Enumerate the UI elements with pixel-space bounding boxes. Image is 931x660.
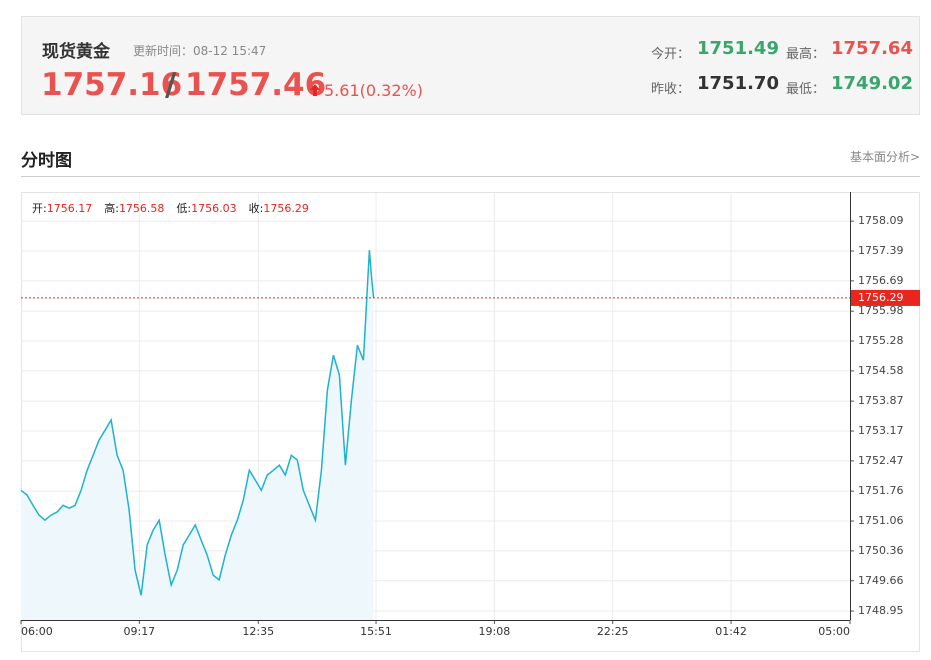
price-area xyxy=(21,250,374,620)
x-tick-label: 22:25 xyxy=(597,625,629,638)
y-tick-label: 1755.98 xyxy=(858,304,904,317)
y-tick-label: 1751.06 xyxy=(858,514,904,527)
bid-price: 1757.16 xyxy=(41,67,183,103)
stat-value: 1749.02 xyxy=(831,73,913,94)
separator: / xyxy=(165,67,177,103)
y-tick-label: 1753.17 xyxy=(858,424,904,437)
section-title: 分时图 xyxy=(21,151,72,171)
x-tick-label: 06:00 xyxy=(21,625,53,638)
y-tick-label: 1754.58 xyxy=(858,364,904,377)
stat-label: 最低： xyxy=(786,82,826,97)
x-tick-label: 19:08 xyxy=(479,625,511,638)
section-header: 分时图 基本面分析> xyxy=(21,144,920,177)
y-tick-label: 1749.66 xyxy=(858,574,904,587)
chart-frame xyxy=(21,192,920,652)
x-tick-label: 12:35 xyxy=(242,625,274,638)
up-arrow xyxy=(310,84,320,96)
info-label: 低: xyxy=(176,202,191,215)
stat-value: 1751.70 xyxy=(697,73,779,94)
stat-value: 1751.49 xyxy=(697,38,779,59)
ask-price: 1757.46 xyxy=(185,67,327,103)
y-tick-label: 1748.95 xyxy=(858,604,904,617)
x-tick-label: 15:51 xyxy=(360,625,392,638)
last-price-label: 1756.29 xyxy=(858,291,904,304)
y-tick-label: 1757.39 xyxy=(858,244,904,257)
y-tick-label: 1758.09 xyxy=(858,214,904,227)
info-value: 1756.03 xyxy=(191,202,237,215)
info-label: 收: xyxy=(249,201,264,215)
y-tick-label: 1755.28 xyxy=(858,334,904,347)
stat-value: 1757.64 xyxy=(831,38,913,59)
analysis-link[interactable]: 基本面分析> xyxy=(849,150,920,164)
stat-label: 今开： xyxy=(651,47,691,62)
y-tick-label: 1750.36 xyxy=(858,544,904,557)
quote-name: 现货黄金 xyxy=(42,42,110,62)
x-tick-label: 01:42 xyxy=(715,625,747,638)
quote-panel: 现货黄金 更新时间：08-12 15:47 1757.16 / 1757.46 … xyxy=(21,16,920,115)
stat-label: 最高： xyxy=(786,47,826,62)
info-value: 1756.29 xyxy=(263,202,309,215)
last-price-box xyxy=(851,289,920,306)
stat-label: 昨收： xyxy=(651,82,691,97)
y-tick-label: 1752.47 xyxy=(858,454,904,467)
x-tick-label: 09:17 xyxy=(123,625,155,638)
update-time: 更新时间：08-12 15:47 xyxy=(133,44,267,58)
info-label: 高: xyxy=(104,201,119,215)
info-value: 1756.58 xyxy=(119,202,165,215)
x-tick-label: 05:00 xyxy=(818,625,850,638)
price-line xyxy=(20,250,375,596)
y-tick-label: 1753.87 xyxy=(858,394,904,407)
info-value: 1756.17 xyxy=(47,202,93,215)
y-tick-label: 1751.76 xyxy=(858,484,904,497)
price-change: 5.61(0.32%) xyxy=(324,81,423,100)
info-label: 开: xyxy=(32,202,47,215)
y-tick-label: 1756.69 xyxy=(858,274,904,287)
